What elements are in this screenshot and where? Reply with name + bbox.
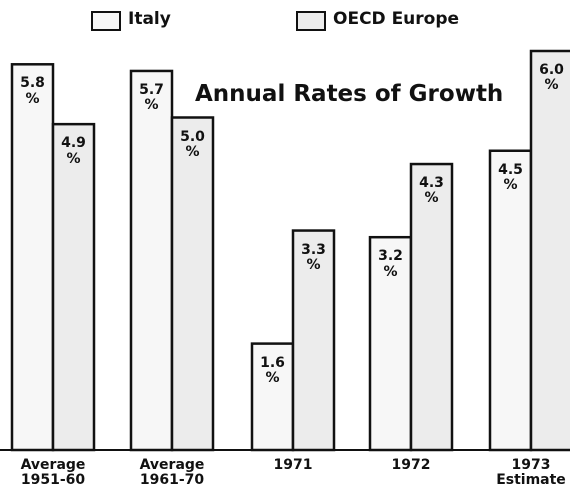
legend-label: OECD Europe [333,9,460,29]
bar [170,116,215,452]
x-tick-label: 1973 Estimate [496,457,566,489]
value-label: 5.0 % [180,128,205,160]
legend-label: Italy [128,9,171,29]
chart-title: Annual Rates of Growth [195,81,504,107]
value-label: 4.9 % [61,135,86,167]
value-label: 1.6 % [260,354,285,386]
value-label: 5.7 % [139,81,164,114]
legend-swatch [296,11,326,31]
value-label: 3.2 % [378,248,403,280]
value-label: 4.5 % [498,161,523,194]
bar [409,162,454,452]
bar [488,149,533,452]
value-label: 3.3 % [301,241,326,273]
x-tick-label: 1972 [391,457,431,473]
value-label: 4.3 % [419,175,444,207]
legend-swatch [91,11,121,31]
bar [10,63,55,452]
x-tick-label: Average 1951-60 [20,457,86,489]
bar [51,122,96,452]
value-label: 6.0 % [539,62,564,94]
value-label: 5.8 % [20,75,45,107]
bar [129,69,174,452]
x-tick-label: Average 1961-70 [139,457,205,489]
x-tick-label: 1971 [273,457,313,473]
bar [529,49,570,452]
